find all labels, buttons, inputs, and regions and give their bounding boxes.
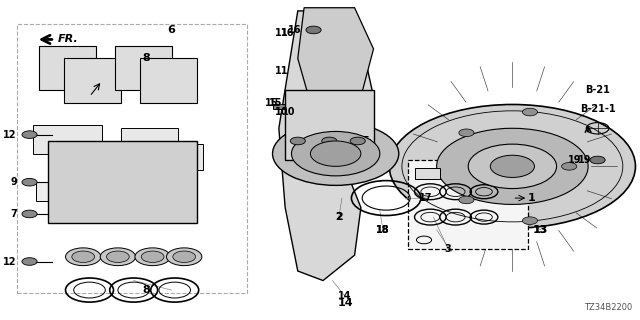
- Circle shape: [173, 251, 196, 262]
- Text: 12: 12: [3, 130, 17, 140]
- Text: 5: 5: [363, 136, 369, 146]
- Bar: [147, 144, 203, 170]
- Text: 12: 12: [3, 257, 17, 267]
- Circle shape: [22, 258, 37, 265]
- Circle shape: [389, 105, 636, 228]
- Text: 11: 11: [275, 28, 288, 38]
- Text: 9: 9: [10, 177, 17, 187]
- Text: 18: 18: [376, 225, 390, 235]
- Bar: [273, 105, 298, 109]
- Circle shape: [141, 251, 164, 262]
- Text: 2: 2: [335, 212, 342, 222]
- Bar: [285, 90, 374, 160]
- Circle shape: [590, 156, 605, 164]
- Text: 14: 14: [339, 292, 352, 301]
- Circle shape: [22, 178, 37, 186]
- Circle shape: [468, 144, 557, 188]
- Text: 1: 1: [527, 193, 535, 203]
- Circle shape: [106, 251, 129, 262]
- Bar: [415, 168, 440, 179]
- Text: 6: 6: [168, 25, 175, 35]
- Bar: [408, 160, 528, 249]
- Text: TZ34B2200: TZ34B2200: [584, 303, 632, 312]
- Circle shape: [436, 128, 588, 204]
- Bar: [64, 141, 134, 170]
- Text: 4: 4: [364, 149, 371, 159]
- Text: 15: 15: [266, 98, 279, 108]
- Text: B-21: B-21: [585, 85, 610, 95]
- Text: 4: 4: [363, 149, 369, 159]
- Polygon shape: [298, 8, 374, 128]
- Text: 18: 18: [376, 225, 390, 235]
- Circle shape: [490, 155, 534, 178]
- Circle shape: [22, 210, 37, 218]
- Circle shape: [72, 251, 95, 262]
- Text: 10: 10: [275, 108, 288, 117]
- Bar: [140, 59, 196, 103]
- Circle shape: [459, 196, 474, 204]
- Bar: [64, 59, 121, 103]
- Text: B-21-1: B-21-1: [580, 104, 616, 114]
- Text: 16: 16: [281, 28, 294, 38]
- Polygon shape: [49, 141, 196, 223]
- Text: 5: 5: [364, 139, 371, 149]
- Circle shape: [562, 163, 577, 170]
- Circle shape: [459, 129, 474, 137]
- Bar: [115, 46, 172, 90]
- Bar: [17, 24, 247, 293]
- Polygon shape: [279, 11, 374, 281]
- Text: 13: 13: [533, 225, 548, 235]
- Text: FR.: FR.: [58, 35, 79, 44]
- Text: 19: 19: [578, 155, 592, 165]
- Circle shape: [100, 248, 136, 266]
- Circle shape: [135, 248, 170, 266]
- Text: 17: 17: [419, 193, 433, 203]
- Text: 20: 20: [354, 161, 367, 171]
- Circle shape: [166, 248, 202, 266]
- Circle shape: [306, 26, 321, 34]
- Text: 2: 2: [335, 212, 342, 222]
- Circle shape: [522, 108, 538, 116]
- Circle shape: [350, 137, 365, 145]
- Bar: [39, 46, 96, 90]
- Text: 10: 10: [282, 108, 295, 117]
- Text: 8: 8: [143, 285, 150, 295]
- Text: 20: 20: [351, 161, 365, 171]
- Bar: [33, 125, 102, 154]
- Circle shape: [522, 217, 538, 224]
- Circle shape: [291, 132, 380, 176]
- Text: 7: 7: [10, 209, 17, 219]
- Circle shape: [273, 122, 399, 185]
- Text: 14: 14: [337, 298, 353, 308]
- Text: 15: 15: [269, 98, 282, 108]
- Circle shape: [22, 131, 37, 139]
- Circle shape: [290, 137, 305, 145]
- Text: 19: 19: [568, 155, 582, 165]
- Text: 8: 8: [143, 53, 150, 63]
- Text: 3: 3: [445, 244, 451, 254]
- Text: 16: 16: [288, 25, 301, 35]
- Text: B2: B2: [53, 189, 63, 195]
- Circle shape: [65, 248, 101, 266]
- Circle shape: [310, 141, 361, 166]
- Text: 11: 11: [275, 66, 288, 76]
- Bar: [36, 182, 80, 201]
- Bar: [121, 128, 178, 154]
- Circle shape: [322, 137, 337, 145]
- Text: 13: 13: [534, 225, 548, 235]
